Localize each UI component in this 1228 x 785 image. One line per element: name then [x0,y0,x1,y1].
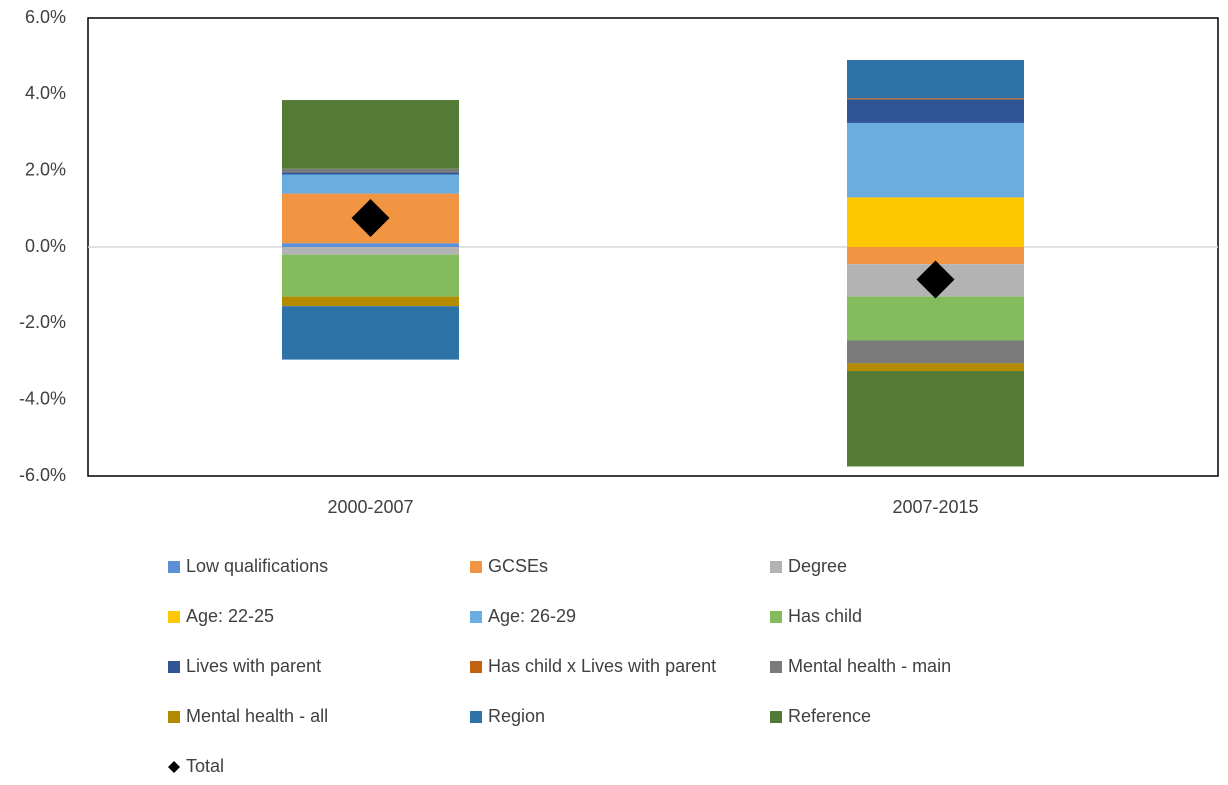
y-tick-label: -6.0% [19,465,66,485]
bar-segment [847,296,1024,341]
legend-label: GCSEs [488,556,548,576]
legend-label: Total [186,756,224,776]
legend-label: Low qualifications [186,556,328,576]
bar-segment [847,247,1024,265]
bar-segment [282,254,459,297]
legend-swatch [470,711,482,723]
y-tick-label: 0.0% [25,236,66,256]
bar-segment [847,98,1024,100]
bar-segment [847,197,1024,247]
legend-label: Age: 22-25 [186,606,274,626]
legend-swatch [168,611,180,623]
legend-label: Has child [788,606,862,626]
bar-segment [847,122,1024,198]
legend-label: Region [488,706,545,726]
legend-label: Mental health - all [186,706,328,726]
bar-segment [282,100,459,169]
bar-segment [847,340,1024,364]
bar-segment [847,363,1024,372]
legend-label: Age: 26-29 [488,606,576,626]
bar-segment [282,306,459,360]
legend-swatch [770,611,782,623]
bar-segment [282,296,459,307]
legend-swatch [168,661,180,673]
y-tick-label: 4.0% [25,83,66,103]
y-tick-label: -2.0% [19,312,66,332]
total-marker [916,260,955,299]
bar-segment [282,247,459,255]
bar-segment [847,371,1024,467]
legend-swatch [770,661,782,673]
x-tick-label: 2000-2007 [327,497,413,517]
legend-swatch [770,561,782,573]
legend-swatch [168,711,180,723]
legend-label: Mental health - main [788,656,951,676]
legend-swatch [470,561,482,573]
bar-segment [282,172,459,175]
legend-swatch [168,761,180,773]
legend-label: Lives with parent [186,656,321,676]
y-tick-label: 2.0% [25,159,66,179]
legend-swatch [470,611,482,623]
legend-swatch [168,561,180,573]
bar-segment [282,168,459,173]
y-tick-label: 6.0% [25,7,66,27]
bar-segment [847,59,1024,99]
x-tick-label: 2007-2015 [892,497,978,517]
legend-label: Reference [788,706,871,726]
bar-segment [282,243,459,247]
y-tick-label: -4.0% [19,388,66,408]
legend-swatch [770,711,782,723]
legend-label: Has child x Lives with parent [488,656,716,676]
bar-segment [847,99,1024,123]
legend-label: Degree [788,556,847,576]
bar-segment [282,174,459,194]
total-marker [351,198,390,237]
legend-swatch [470,661,482,673]
